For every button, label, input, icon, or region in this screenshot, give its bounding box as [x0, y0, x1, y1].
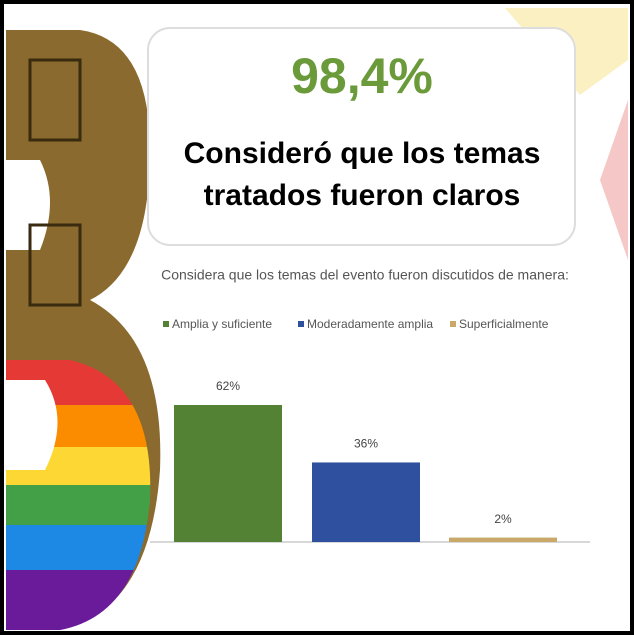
value-label: 36% [354, 437, 378, 451]
subheadline: Consideró que los temas [184, 137, 541, 170]
decor-eight [6, 30, 161, 630]
bar [312, 462, 420, 542]
legend-marker [450, 321, 456, 327]
legend-label: Amplia y suficiente [172, 317, 272, 331]
subheadline: tratados fueron claros [204, 179, 521, 212]
legend-label: Moderadamente amplia [307, 317, 433, 331]
decor-pink [600, 100, 628, 260]
bar [174, 405, 282, 542]
value-label: 62% [216, 379, 240, 393]
legend-marker [163, 321, 169, 327]
headline: 98,4% [291, 48, 433, 104]
headline-box [147, 27, 576, 246]
chart-title: Considera que los temas del evento fuero… [161, 267, 569, 283]
bar [449, 537, 557, 542]
value-label: 2% [494, 512, 512, 526]
legend-label: Superficialmente [459, 317, 549, 331]
legend-marker [298, 321, 304, 327]
